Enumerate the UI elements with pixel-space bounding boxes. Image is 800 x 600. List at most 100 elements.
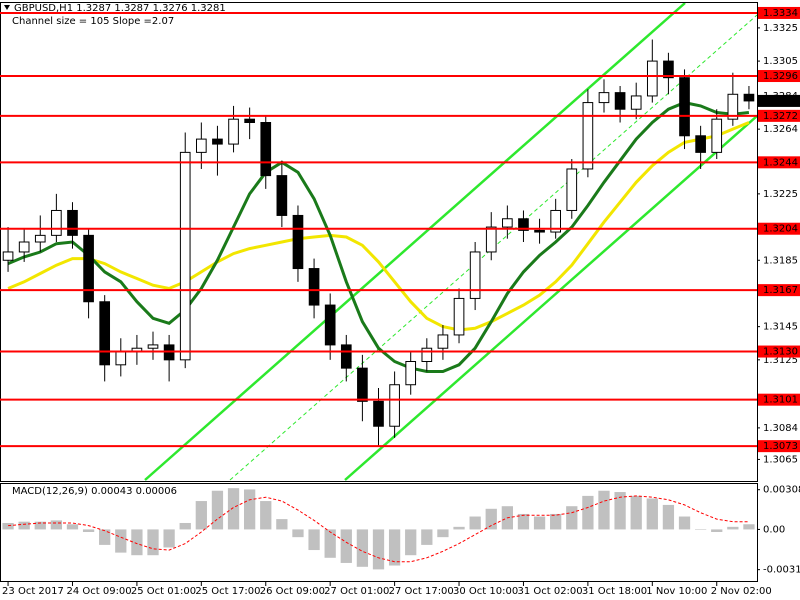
level-label: 1.3167 [763,285,798,296]
macd-bar [485,508,497,530]
level-label: 1.3244 [763,157,798,168]
macd-bar [34,521,46,530]
x-tick-label: 31 Oct 18:00 [582,586,647,597]
x-tick-label: 26 Oct 09:00 [260,586,325,597]
candle-body [598,92,610,104]
candle-body [115,351,127,366]
macd-bar [630,495,642,530]
macd-bar [372,529,385,570]
level-label-box [758,393,800,406]
y-tick-label: 1.3325 [763,23,798,34]
level-label-box [758,222,800,235]
candle-body [373,400,384,427]
y-tick-label: 1.3185 [763,255,798,266]
macd-bar [614,492,626,530]
level-label: 1.3334 [763,8,798,19]
macd-bar [662,504,675,530]
candle-body [228,118,239,145]
y-tick-label: 1.3145 [763,322,798,333]
candle-body [437,334,449,349]
candle-body [711,118,723,153]
macd-frame [0,483,758,582]
macd-bar [437,529,449,538]
y-tick-label: 1.3084 [763,423,798,434]
y-tick-label: -0.00312 [763,565,800,576]
candle-body [67,209,78,236]
candle-body [276,175,288,216]
level-label-box [758,109,800,122]
x-tick-label: 23 Oct 2017 [2,586,64,597]
macd-bar [179,522,191,530]
x-tick-label: 24 Oct 09:00 [66,586,131,597]
candle-body [485,226,497,253]
candle-body [727,93,739,120]
y-tick-label: 1.3125 [763,355,798,366]
macd-bar [211,490,224,530]
candle-body [453,297,465,336]
level-label-box [758,6,800,19]
macd-bar [517,513,530,530]
candle-body [679,77,690,137]
x-tick-label: 27 Oct 17:00 [389,586,454,597]
macd-bar [388,529,401,566]
plot [2,39,755,570]
macd-bar [18,521,30,530]
level-label: 1.3204 [763,224,798,235]
candle-body [308,268,320,306]
level-label-box [758,70,800,83]
candle-body [83,234,94,303]
candle-body [340,344,352,369]
candle-body [743,93,755,102]
macd-bar [743,524,755,530]
candle-body [244,118,255,124]
macd-bar [694,529,707,530]
macd-bar [99,529,111,545]
x-tick-label: 1 Nov 10:00 [646,586,707,597]
x-tick-label: 2 Nov 02:00 [711,586,772,597]
macd-bar [82,529,95,532]
macd-signal [8,495,749,563]
level-label: 1.3296 [763,71,798,82]
level-label: 1.3101 [763,395,798,406]
menu-arrow [4,5,10,10]
candle-body [534,229,545,233]
x-tick-label: 25 Oct 17:00 [195,586,260,597]
macd-bar [324,529,336,558]
candle-body [695,135,706,153]
moving-average [7,121,750,332]
macd-bar [2,522,14,530]
y-tick-label: 1.3305 [763,56,798,67]
macd-bar [550,513,562,530]
y-tick-label: 1.3225 [763,189,798,200]
level-label-box [758,284,800,297]
candle-body [179,151,191,361]
macd-bar [131,529,143,556]
macd-bar [678,516,691,530]
candle-body [469,251,481,299]
y-tick-label: 0.00 [763,524,785,535]
macd-bar [227,488,240,530]
x-tick-label: 31 Oct 02:00 [517,586,582,597]
candle-body [518,218,529,231]
macd-bar [244,489,256,530]
macd-bar [598,490,610,530]
candle-body [646,60,658,97]
candle-body [582,102,594,170]
macd-bar [405,529,417,556]
candle-body [99,301,111,366]
price-frame [0,2,758,482]
candle-body [389,384,400,427]
level-label: 1.3272 [763,111,798,122]
y-tick-label: 1.3065 [763,454,798,465]
macd-title: MACD(12,26,9) 0.00043 0.00006 [12,486,177,497]
chart-subtitle: Channel size = 105 Slope =2.07 [12,16,174,27]
last-price-box [758,94,800,107]
candle-body [614,92,626,110]
macd-bar [421,529,433,545]
macd-bar [453,526,465,530]
level-label-box [758,345,800,358]
candle-body [405,361,417,386]
macd-bar [356,529,369,567]
macd-bar [66,524,79,530]
